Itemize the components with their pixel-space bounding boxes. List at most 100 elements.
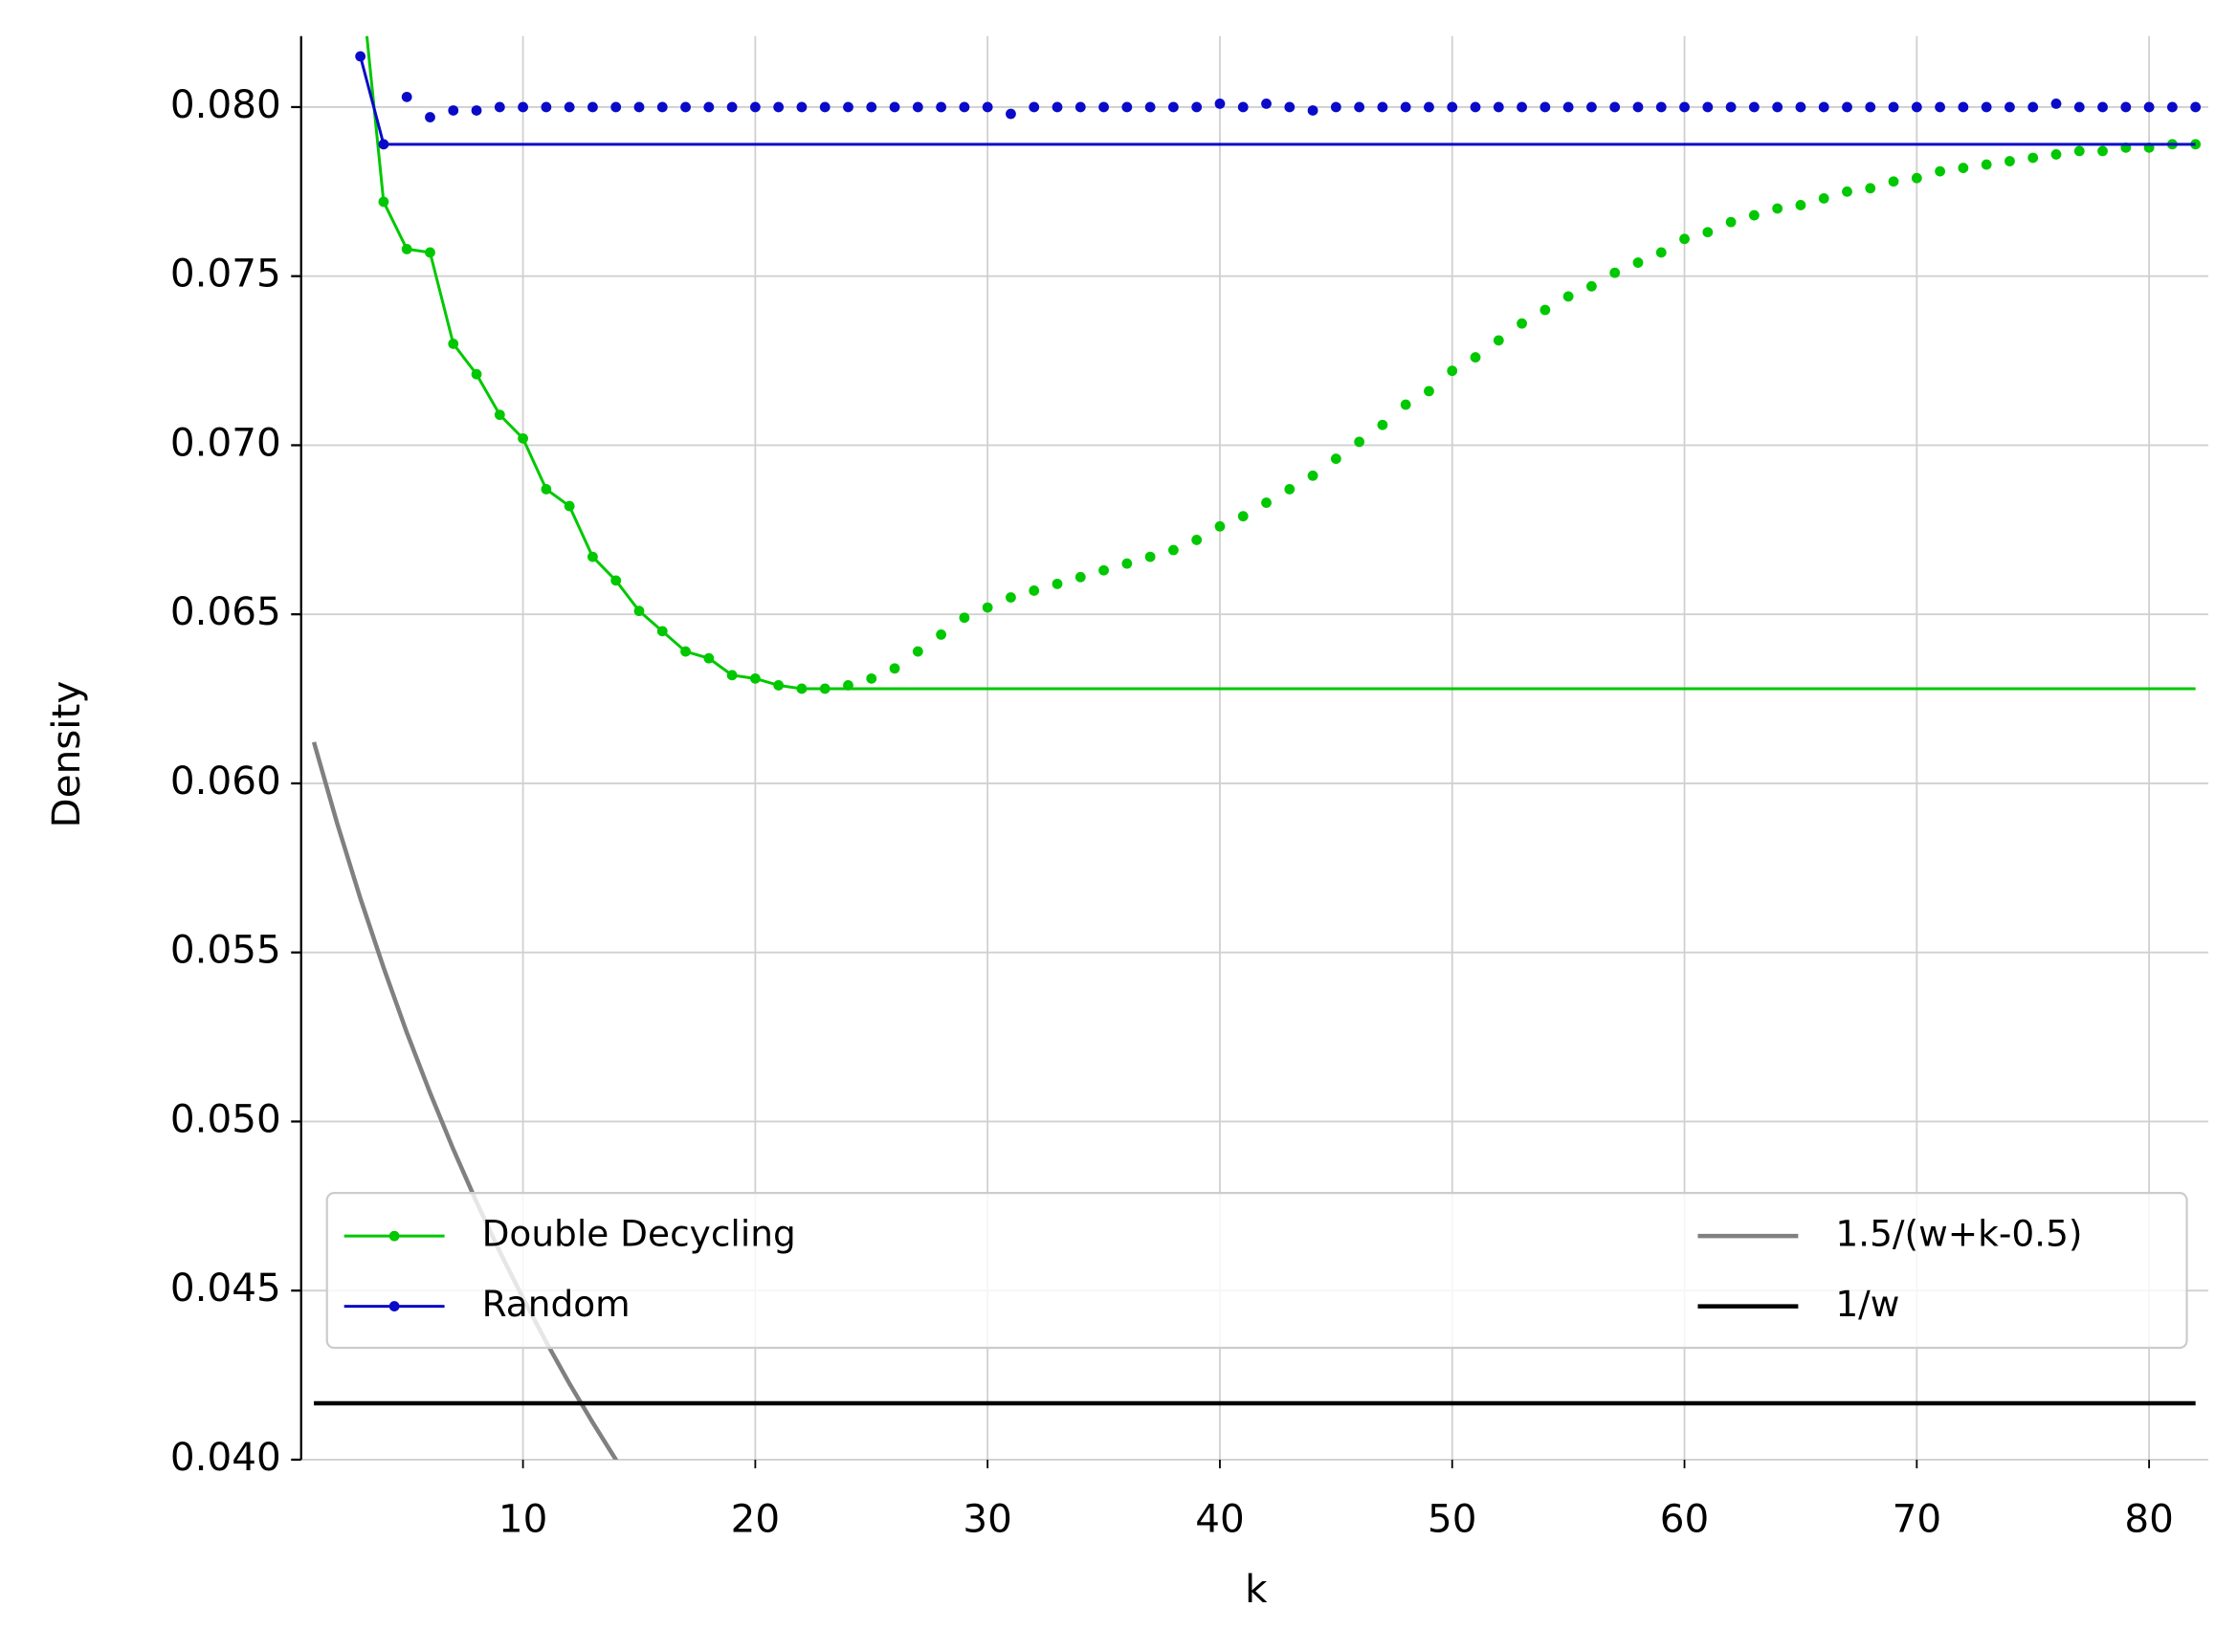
- data-point: [633, 606, 645, 617]
- data-point: [633, 101, 645, 113]
- data-point: [541, 483, 552, 495]
- data-point: [1052, 578, 1063, 589]
- data-point: [1284, 101, 1296, 113]
- y-tick-label: 0.070: [170, 419, 281, 465]
- data-point: [982, 602, 993, 613]
- legend-label: 1.5/(w+k-0.5): [1835, 1213, 2082, 1255]
- data-point: [1679, 101, 1690, 113]
- data-point: [564, 500, 575, 512]
- data-point: [1981, 159, 1992, 170]
- data-point: [819, 683, 831, 694]
- data-point: [819, 101, 831, 113]
- data-point: [773, 101, 785, 113]
- data-point: [1517, 318, 1527, 329]
- data-point: [1725, 216, 1737, 228]
- data-point: [1632, 257, 1644, 268]
- data-point: [703, 101, 715, 113]
- data-point: [796, 683, 808, 694]
- data-point: [936, 629, 947, 640]
- y-axis-label: Density: [43, 681, 89, 828]
- data-point: [1888, 176, 1899, 187]
- data-point: [1748, 101, 1760, 113]
- data-point: [680, 646, 691, 657]
- data-point: [912, 646, 923, 657]
- data-point: [703, 652, 715, 664]
- y-tick-label: 0.075: [170, 251, 281, 297]
- data-point: [587, 551, 598, 562]
- data-point: [1586, 280, 1597, 292]
- data-point: [749, 101, 761, 113]
- data-point: [1191, 535, 1203, 545]
- data-point: [2027, 101, 2039, 113]
- data-point: [726, 101, 738, 113]
- data-point: [587, 101, 598, 113]
- grid: [300, 35, 2209, 1461]
- data-point: [378, 139, 389, 150]
- data-point: [2097, 101, 2108, 113]
- data-point: [2097, 145, 2108, 157]
- data-point: [1424, 101, 1434, 113]
- data-point: [1029, 101, 1040, 113]
- data-point: [1586, 101, 1597, 113]
- data-point: [1168, 544, 1179, 556]
- data-point: [1121, 101, 1133, 113]
- data-point: [1865, 183, 1876, 194]
- data-point: [1517, 101, 1527, 113]
- data-point: [1284, 483, 1296, 495]
- data-point: [1400, 101, 1411, 113]
- x-tick-label: 10: [498, 1495, 547, 1541]
- y-tick-label: 0.065: [170, 588, 281, 634]
- data-point: [1098, 564, 1109, 576]
- data-point: [1795, 200, 1806, 210]
- data-point: [1632, 101, 1644, 113]
- data-point: [1842, 186, 1852, 197]
- data-point: [936, 101, 947, 113]
- data-point: [866, 101, 877, 113]
- data-point: [796, 101, 808, 113]
- data-point: [1074, 101, 1086, 113]
- data-point: [959, 101, 970, 113]
- data-point: [889, 663, 900, 674]
- data-point: [1493, 101, 1504, 113]
- data-point: [1911, 172, 1922, 184]
- data-point: [1702, 227, 1714, 238]
- data-point: [1191, 101, 1203, 113]
- data-point: [1354, 101, 1365, 113]
- legend-label: Random: [482, 1283, 631, 1325]
- data-point: [1562, 101, 1574, 113]
- data-point: [401, 244, 412, 254]
- data-point: [1935, 165, 1946, 177]
- data-point: [726, 670, 738, 681]
- data-point: [1307, 105, 1318, 116]
- data-point: [494, 409, 505, 421]
- data-point: [749, 672, 761, 684]
- data-point: [656, 101, 668, 113]
- data-point: [1470, 352, 1481, 363]
- data-point: [1214, 520, 1226, 532]
- data-point: [564, 101, 575, 113]
- legend-label: Double Decycling: [482, 1213, 796, 1255]
- data-point: [1655, 247, 1667, 258]
- y-tick-label: 0.050: [170, 1095, 281, 1141]
- data-point: [1354, 436, 1365, 448]
- data-point: [1609, 267, 1621, 278]
- data-point: [1052, 101, 1063, 113]
- x-tick-label: 50: [1428, 1495, 1476, 1541]
- y-tick-label: 0.040: [170, 1434, 281, 1480]
- data-point: [680, 101, 691, 113]
- data-point: [1935, 101, 1946, 113]
- data-point: [2166, 101, 2178, 113]
- data-point: [1447, 101, 1458, 113]
- data-point: [1655, 101, 1667, 113]
- data-point: [1981, 101, 1992, 113]
- data-point: [2143, 101, 2155, 113]
- data-point: [2190, 101, 2202, 113]
- data-point: [1748, 209, 1760, 221]
- series-line: [365, 35, 2196, 691]
- legend-marker: [388, 1230, 400, 1242]
- data-point: [1377, 101, 1388, 113]
- data-point: [2120, 101, 2132, 113]
- x-tick-label: 60: [1660, 1495, 1709, 1541]
- data-point: [494, 101, 505, 113]
- data-point: [1958, 163, 1969, 173]
